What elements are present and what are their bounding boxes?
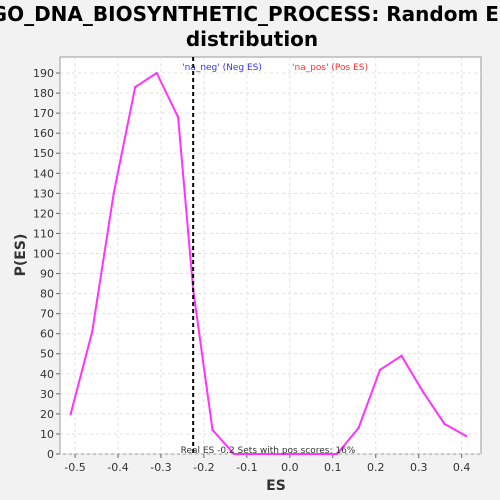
chart-title-line2: distribution [186,27,318,51]
y-tick-label: 170 [33,107,54,120]
y-tick-label: 20 [40,408,54,421]
data-point [275,452,279,456]
data-point [297,452,300,456]
grid [60,57,481,455]
y-tick-label: 120 [33,207,54,220]
x-tick-label: 0.0 [281,461,299,474]
legend-pos-label: 'na_pos' (Pos ES) [292,63,368,73]
y-tick-label: 180 [33,87,54,100]
data-point [133,85,137,89]
y-tick-label: 60 [40,328,54,341]
x-tick-label: 0.4 [453,461,471,474]
y-axis: 0 10 20 30 40 50 60 70 80 90 100 110 120 130 140 150 160… [33,67,60,461]
y-tick-label: 130 [33,187,54,200]
real-es-annotation: Real ES -0.2 Sets with pos scores: 16% [181,446,356,456]
y-tick-label: 0 [47,448,54,461]
x-tick-label: -0.5 [64,461,85,474]
data-point [254,452,257,456]
data-point [357,426,360,430]
legend-neg-label: 'na_neg' (Neg ES) [182,63,262,73]
data-point [464,434,468,438]
y-tick-label: 100 [33,247,54,260]
data-point [155,71,158,75]
y-tick-label: 110 [33,227,54,240]
x-tick-label: 0.3 [410,461,428,474]
y-tick-label: 50 [40,348,54,361]
y-tick-label: 150 [33,147,54,160]
y-axis-label: P(ES) [13,234,29,277]
data-point [421,390,425,394]
data-point [443,422,446,426]
y-tick-label: 10 [40,428,54,441]
x-tick-label: -0.4 [107,461,128,474]
x-tick-label: 0.1 [324,461,342,474]
y-tick-label: 190 [33,67,54,80]
y-tick-label: 160 [33,127,54,140]
data-point [378,368,382,371]
y-tick-label: 140 [33,167,54,180]
data-point [112,192,115,195]
data-point [318,452,322,456]
x-tick-label: -0.1 [236,461,257,474]
x-axis: -0.5 -0.4 -0.3 -0.2 -0.1 0.0 0.1 0.2 0.3 0.4 [64,454,470,474]
x-tick-label: 0.2 [367,461,385,474]
series-layer [69,71,468,456]
x-axis-label: ES [266,478,286,494]
data-point [211,428,214,432]
data-point [69,412,72,416]
data-point [176,115,180,119]
data-point [232,452,236,456]
data-point [400,354,403,357]
x-tick-label: -0.3 [150,461,171,474]
y-tick-label: 40 [40,368,54,381]
x-tick-label: -0.2 [193,461,214,474]
y-tick-label: 80 [40,288,54,301]
plot-area [59,56,482,455]
y-tick-label: 30 [40,388,54,401]
series-line [69,72,467,455]
data-point [91,330,94,333]
data-point [335,452,339,456]
chart-title-line1: GO_DNA_BIOSYNTHETIC_PROCESS: Random ES [0,2,500,26]
y-tick-label: 90 [40,268,54,281]
y-tick-label: 70 [40,308,54,321]
